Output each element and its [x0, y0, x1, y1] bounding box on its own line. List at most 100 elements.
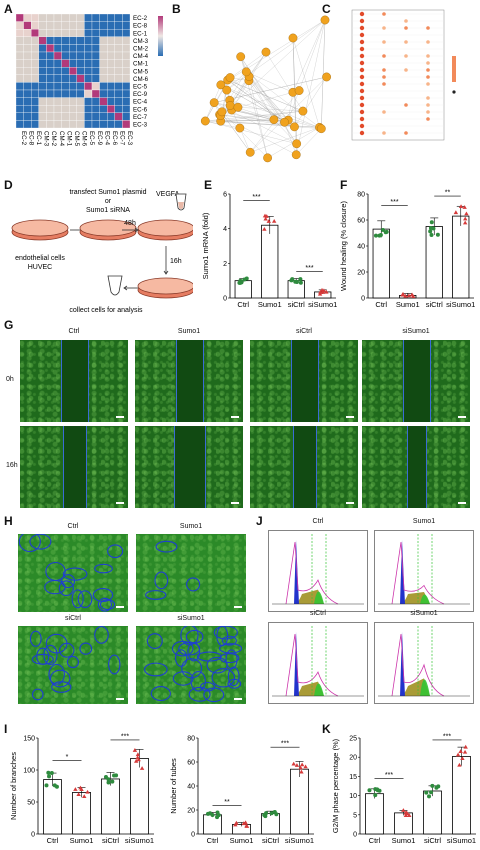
data-point: [428, 229, 433, 234]
network-node: [292, 139, 302, 149]
network-node: [298, 106, 308, 116]
heatmap-cell: [107, 51, 115, 60]
data-point: [429, 233, 434, 238]
tube-loop: [199, 681, 216, 692]
network-edge: [229, 77, 285, 123]
tube-loop: [108, 654, 121, 675]
heatmap-cell: [61, 29, 70, 37]
chart-i-tubes: 0 20 40 60 80 Number of tubes Ctrl Sumo1 siCtrl s…: [169, 736, 314, 846]
tube-image-title: Ctrl: [67, 523, 79, 530]
data-point: [462, 749, 468, 754]
heatmap-cell: [84, 29, 93, 37]
heatmap-cell: [114, 89, 123, 98]
network-edge: [296, 19, 326, 155]
data-point: [266, 219, 271, 223]
y-tick-label: 80: [187, 736, 195, 743]
tube-loop: [146, 633, 163, 650]
x-tick-label: siSumo1: [447, 836, 476, 845]
tube-loop: [66, 655, 79, 669]
heatmap-cell: [122, 59, 131, 68]
heatmap-cell: [46, 21, 55, 30]
network-node: [236, 52, 246, 62]
heatmap-cell: [15, 82, 24, 91]
wound-gap: [403, 340, 431, 422]
heatmap-cell: [76, 29, 85, 37]
heatmap-cell: [23, 67, 32, 75]
heatmap-cell: [69, 44, 77, 53]
data-point: [324, 289, 329, 294]
data-point: [243, 820, 248, 825]
bar: [101, 778, 120, 835]
tube-loop: [185, 629, 204, 644]
heatmap-cell: [91, 120, 100, 129]
heatmap-cell: [46, 82, 55, 91]
panel-label-j: J: [256, 514, 263, 528]
scale-bar: [116, 606, 124, 608]
bar: [43, 779, 62, 835]
y-axis-label: Number of tubes: [169, 758, 178, 814]
scale-bar: [458, 416, 466, 418]
panel-label-c: C: [322, 2, 331, 16]
data-point: [44, 783, 49, 788]
heatmap-cell: [31, 13, 39, 22]
heatmap-cell: [84, 13, 93, 22]
tube-loop: [218, 643, 243, 654]
heatmap-cell: [46, 120, 55, 129]
heatmap-cell: [38, 59, 47, 68]
scale-bar: [346, 416, 354, 418]
heatmap-cell: [23, 44, 32, 53]
tube-loop: [188, 686, 211, 702]
heatmap-cell: [76, 82, 85, 91]
heatmap-cell: [46, 44, 55, 53]
y-tick-label: 50: [27, 800, 35, 807]
wound-gap: [293, 426, 317, 508]
heatmap-cell: [15, 36, 24, 45]
heatmap-cell: [122, 89, 131, 98]
data-point: [238, 280, 243, 285]
heatmap-col-label: EC-1: [35, 131, 42, 146]
heatmap-cell: [114, 29, 123, 37]
flow-histogram: [374, 530, 474, 612]
data-point: [430, 783, 435, 788]
heatmap-cell: [84, 112, 93, 121]
heatmap-cell: [114, 36, 123, 45]
heatmap-cell: [61, 44, 70, 53]
scale-bar: [231, 416, 239, 418]
data-point: [294, 763, 300, 767]
heatmap-cell: [23, 105, 32, 113]
heatmap-cell: [91, 21, 100, 30]
significance-label: *: [66, 754, 69, 761]
wound-gap: [291, 340, 319, 422]
heatmap-cell: [53, 21, 62, 30]
dotplot-dot: [426, 82, 430, 86]
heatmap-col-label: EC-3: [126, 131, 133, 146]
network-edge: [219, 71, 247, 115]
heatmap-col-label: CM-3: [43, 131, 50, 147]
heatmap-cell: [46, 74, 55, 83]
heatmap-cell: [53, 51, 62, 60]
data-point: [298, 765, 303, 770]
network-edge: [246, 71, 293, 93]
heatmap-cell: [38, 21, 47, 30]
tube-image: [18, 626, 128, 704]
scale-bar: [116, 416, 124, 418]
tube-loop: [203, 687, 225, 703]
data-point: [462, 205, 467, 209]
heatmap-cell: [91, 36, 100, 45]
heatmap-cell: [91, 82, 100, 91]
heatmap-cell: [61, 59, 70, 68]
significance-label: ***: [252, 194, 260, 201]
tube-loop: [48, 663, 65, 685]
y-tick-label: 5: [353, 812, 357, 819]
dotplot-dot: [359, 81, 365, 87]
tube-image-title: siSumo1: [177, 615, 205, 622]
t48-label: 48h: [124, 220, 136, 227]
network-edge: [226, 19, 326, 91]
heatmap-cell: [99, 44, 108, 53]
network-node: [225, 101, 235, 110]
tube-loop: [99, 599, 116, 611]
network-edge: [294, 76, 327, 127]
heatmap-cell: [15, 59, 24, 68]
network-edge: [248, 76, 268, 158]
network-edge: [227, 79, 303, 112]
